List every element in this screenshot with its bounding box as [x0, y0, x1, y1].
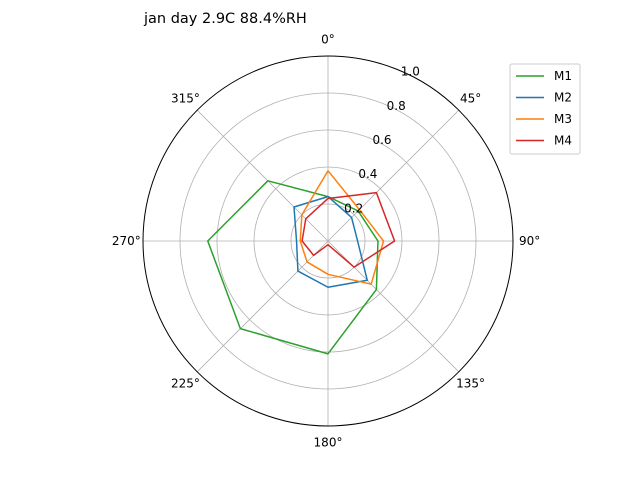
chart-title: jan day 2.9C 88.4%RH — [143, 11, 307, 27]
legend: M1 M2 M3 M4 — [509, 63, 581, 155]
legend-frame — [509, 63, 581, 155]
series-lines — [207, 170, 396, 355]
series-line-m2 — [293, 195, 368, 288]
theta-tick-label: 45° — [460, 91, 481, 105]
axis-labels: 0° 45° 90° 135° 180° 225° 270° 315° 0.2 0.4 0.6 0.8… — [112, 32, 540, 449]
theta-tick-label: 315° — [171, 91, 200, 105]
theta-tick-label: 135° — [456, 377, 485, 391]
theta-gridline — [196, 240, 329, 373]
series-line-m4 — [301, 191, 396, 268]
theta-tick-label: 0° — [321, 32, 335, 46]
theta-gridline — [196, 109, 329, 242]
theta-tick-label: 270° — [112, 234, 141, 248]
r-tick-label: 0.2 — [344, 201, 363, 215]
legend-label-m2: M2 — [554, 91, 572, 105]
r-tick-label: 0.6 — [372, 133, 391, 147]
legend-label-m1: M1 — [554, 69, 572, 83]
series-line-m3 — [299, 170, 385, 285]
polar-grid — [142, 55, 514, 427]
legend-label-m3: M3 — [554, 112, 572, 126]
series-line-m1 — [207, 180, 379, 355]
r-tick-label: 0.4 — [358, 167, 377, 181]
theta-tick-label: 180° — [314, 436, 343, 450]
outer-ring — [142, 55, 514, 427]
theta-tick-label: 90° — [519, 234, 540, 248]
theta-tick-label: 225° — [171, 377, 200, 391]
legend-label-m4: M4 — [554, 134, 572, 148]
r-tick-label: 0.8 — [387, 99, 406, 113]
theta-gridline — [327, 109, 460, 242]
r-tick-label: 1.0 — [401, 65, 420, 79]
